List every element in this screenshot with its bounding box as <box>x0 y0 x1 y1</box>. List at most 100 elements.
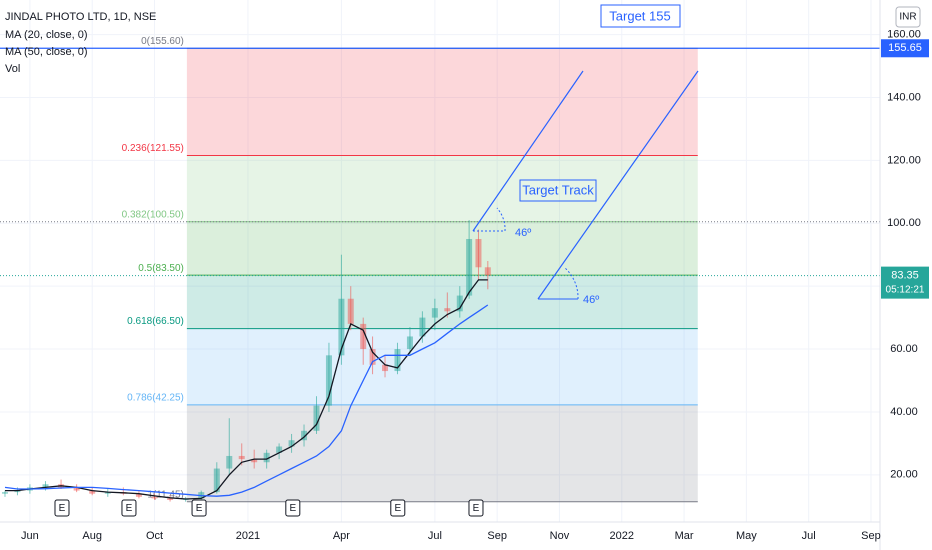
candle-body <box>14 490 21 493</box>
y-tick-label: 120.00 <box>887 154 921 166</box>
fib-band <box>186 404 698 502</box>
candle-body <box>394 349 401 372</box>
angle-arc <box>496 207 506 232</box>
candle-body <box>406 336 413 350</box>
x-tick-label: Jun <box>21 530 39 542</box>
fib-label: 0.382(100.50) <box>122 209 184 220</box>
event-marker <box>54 499 70 517</box>
fib-retracement: 0(155.60) 0.236(121.55) 0.382(100.50) 0.5(8… <box>0 36 880 503</box>
annotation-box <box>600 4 681 28</box>
x-tick-label: Sep <box>487 530 507 542</box>
candle-body <box>73 487 80 491</box>
candle-body <box>238 455 245 460</box>
grid <box>0 0 880 522</box>
candle-body <box>347 298 354 324</box>
fib-label: 0.786(42.25) <box>127 393 184 404</box>
x-tick-label: Nov <box>550 530 570 542</box>
candle-body <box>431 308 438 318</box>
price-tag <box>881 39 929 58</box>
price-tag <box>881 266 929 299</box>
fib-label: 1(11.45) <box>147 489 184 500</box>
indicator-label: MA (20, close, 0) <box>5 29 88 41</box>
candle-body <box>1 492 8 494</box>
x-tick-label: 2021 <box>236 530 260 542</box>
y-tick-label: 20.00 <box>890 469 918 481</box>
countdown: 05:12:21 <box>886 284 925 295</box>
candle-body <box>475 238 482 268</box>
candle-body <box>484 267 491 276</box>
event-marker <box>121 499 137 517</box>
indicator-label: MA (50, close, 0) <box>5 46 88 58</box>
x-tick-label: Jul <box>428 530 442 542</box>
event-marker <box>390 499 406 517</box>
trend-line <box>537 70 699 300</box>
candle-body <box>213 468 220 493</box>
chart-title: JINDAL PHOTO LTD, 1D, NSE <box>5 11 156 23</box>
y-tick-label: 40.00 <box>890 406 918 418</box>
x-tick-label: Jul <box>802 530 816 542</box>
event-label: E <box>196 503 203 514</box>
x-tick-label: Oct <box>146 530 163 542</box>
x-tick-label: Apr <box>333 530 350 542</box>
candle-body <box>167 498 174 500</box>
x-tick-label: May <box>736 530 757 542</box>
event-marker <box>468 499 484 517</box>
y-tick-label: 140.00 <box>887 91 921 103</box>
x-tick-label: Aug <box>82 530 102 542</box>
candle-body <box>456 295 463 312</box>
candle-body <box>419 317 426 337</box>
candle-body <box>226 455 233 469</box>
currency: INR <box>899 12 916 23</box>
candle-body <box>313 405 320 431</box>
fib-band <box>186 155 698 222</box>
angle-label: 46º <box>515 227 531 239</box>
fib-label: 0.5(83.50) <box>138 263 184 274</box>
fib-label: 0.618(66.50) <box>127 316 184 327</box>
candle-body <box>251 459 258 463</box>
fib-label: 0.236(121.55) <box>122 143 184 154</box>
fib-band <box>186 275 698 329</box>
event-marker <box>191 499 207 517</box>
candle-body <box>263 452 270 463</box>
annotation: Target 155 <box>609 8 670 23</box>
candle-body <box>466 238 473 296</box>
x-tick-label: 2022 <box>610 530 634 542</box>
candle-body <box>42 484 49 488</box>
x-tick-label: Mar <box>675 530 694 542</box>
fib-band <box>186 48 698 156</box>
event-marker <box>285 499 301 517</box>
candle-body <box>135 493 142 497</box>
x-tick-label: Sep <box>861 530 881 542</box>
event-label: E <box>126 503 133 514</box>
candle-body <box>89 490 96 494</box>
annotation-box <box>519 179 597 202</box>
price-tag-label: 83.35 <box>891 270 919 282</box>
angle-arc <box>564 267 579 300</box>
candle-body <box>301 430 308 441</box>
candle-body <box>360 323 367 350</box>
angle-label: 46º <box>583 294 599 306</box>
trend-line <box>472 70 584 232</box>
candle-body <box>369 349 376 365</box>
ma-line <box>5 279 488 500</box>
indicator-label: Vol <box>5 63 20 75</box>
event-label: E <box>289 503 296 514</box>
y-tick-label: 160.00 <box>887 28 921 40</box>
candle-body <box>444 308 451 312</box>
candle-body <box>276 446 283 453</box>
annotation: Target Track <box>522 182 594 197</box>
fib-label: 0(155.60) <box>141 36 184 47</box>
candle-body <box>288 440 295 447</box>
event-label: E <box>394 503 401 514</box>
fib-band <box>186 328 698 405</box>
candle-body <box>104 492 111 494</box>
price-tag-label: 155.65 <box>888 42 922 54</box>
candle-body <box>151 496 158 499</box>
y-tick-label: 60.00 <box>890 343 918 355</box>
event-label: E <box>59 503 66 514</box>
candle-body <box>325 355 332 406</box>
y-tick-label: 100.00 <box>887 217 921 229</box>
candle-body <box>338 298 345 356</box>
